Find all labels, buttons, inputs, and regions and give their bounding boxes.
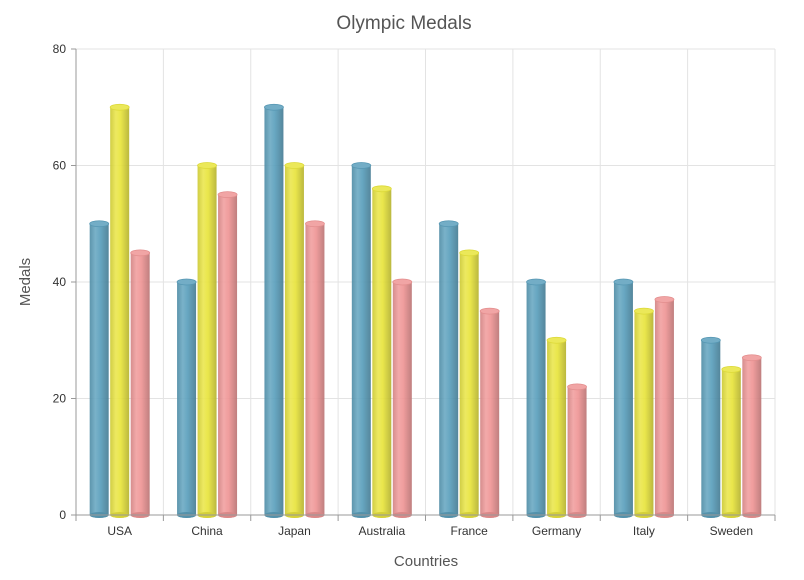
x-tick-label: France — [451, 524, 489, 538]
bar-cap-bronze-australia — [392, 278, 413, 286]
bar-cap-bronze-usa — [130, 249, 151, 257]
bar-gold-sweden — [701, 340, 721, 518]
chart-title: Olympic Medals — [336, 13, 471, 34]
bar-cap-silver-germany — [546, 336, 567, 344]
bar-bronze-china — [218, 194, 238, 518]
x-tick-label: Australia — [358, 524, 405, 538]
bar-cap-silver-italy — [634, 307, 654, 315]
y-axis-title: Medals — [17, 258, 34, 306]
bar-cap-bronze-china — [217, 191, 238, 199]
bar-bronze-france — [480, 311, 500, 518]
bar-cap-gold-china — [176, 278, 197, 286]
y-tick-label: 20 — [53, 392, 67, 406]
bar-cap-bronze-germany — [567, 383, 587, 391]
bar-cap-gold-italy — [613, 278, 634, 286]
bar-cap-gold-germany — [526, 278, 546, 286]
bar-silver-italy — [634, 311, 654, 518]
bar-silver-china — [197, 165, 217, 518]
bar-cap-silver-sweden — [721, 365, 742, 373]
x-tick-label: Japan — [278, 524, 311, 538]
bar-silver-usa — [110, 107, 130, 518]
bar-cap-silver-china — [197, 162, 217, 169]
bar-gold-germany — [526, 282, 546, 518]
bar-bronze-usa — [130, 252, 150, 518]
y-tick-label: 60 — [53, 159, 67, 173]
bar-silver-germany — [547, 340, 567, 518]
bar-bronze-sweden — [742, 357, 762, 518]
bar-silver-sweden — [721, 369, 741, 518]
y-tick-label: 80 — [53, 42, 67, 56]
bar-bronze-australia — [392, 282, 412, 518]
y-tick-label: 0 — [59, 508, 66, 522]
bar-cap-silver-japan — [284, 162, 305, 169]
bar-gold-china — [177, 282, 197, 518]
bar-cap-silver-usa — [109, 103, 130, 111]
bar-cap-gold-usa — [89, 220, 110, 228]
y-tick-label: 40 — [53, 275, 67, 289]
x-tick-label: Italy — [633, 524, 655, 538]
bar-cap-silver-australia — [371, 185, 392, 193]
x-tick-label: USA — [107, 524, 132, 538]
bar-silver-australia — [372, 188, 392, 519]
x-axis-title: Countries — [394, 553, 458, 570]
bar-gold-italy — [613, 282, 633, 518]
bar-cap-bronze-france — [479, 307, 500, 315]
bar-cap-gold-japan — [264, 103, 284, 111]
bar-layer — [89, 103, 762, 519]
bar-bronze-italy — [654, 299, 674, 518]
bar-cap-bronze-japan — [305, 220, 325, 228]
bar-gold-france — [439, 223, 459, 518]
bar-gold-japan — [264, 107, 284, 518]
bar-gold-usa — [89, 223, 109, 518]
axis-layer: 0 20 40 60 80 USA China Japan Australia France Ger… — [53, 42, 776, 538]
bar-silver-france — [459, 252, 479, 518]
bar-bronze-germany — [567, 386, 587, 518]
bar-cap-gold-france — [438, 220, 459, 228]
bar-bronze-japan — [305, 223, 325, 518]
x-tick-label: Germany — [532, 524, 581, 538]
bar-cap-bronze-sweden — [741, 354, 762, 362]
bar-cap-gold-sweden — [700, 336, 721, 344]
bar-cap-silver-france — [459, 249, 480, 257]
bar-cap-gold-australia — [351, 162, 372, 169]
bar-silver-japan — [284, 165, 304, 518]
bar-cap-bronze-italy — [654, 296, 675, 303]
x-tick-label: China — [191, 524, 223, 538]
x-tick-label: Sweden — [710, 524, 753, 538]
bar-gold-australia — [351, 165, 371, 518]
